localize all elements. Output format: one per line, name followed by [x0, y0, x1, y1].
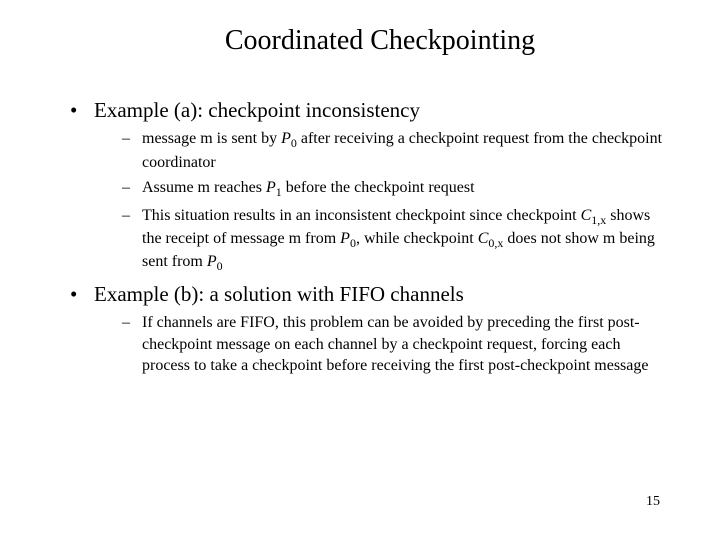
math-symbol: C: [478, 230, 489, 247]
sub-list-a: message m is sent by P0 after receiving …: [94, 128, 670, 274]
slide-title: Coordinated Checkpointing: [90, 25, 670, 57]
math-symbol: P: [207, 253, 217, 270]
sub-text: This situation results in an inconsisten…: [142, 207, 581, 224]
sub-text: Assume m reaches: [142, 179, 266, 196]
sub-text: message m is sent by: [142, 130, 281, 147]
sub-item-a1: message m is sent by P0 after receiving …: [122, 128, 670, 173]
sub-item-b1: If channels are FIFO, this problem can b…: [122, 312, 670, 377]
sub-item-a2: Assume m reaches P1 before the checkpoin…: [122, 177, 670, 200]
sub-text: , while checkpoint: [356, 230, 478, 247]
math-symbol: C: [581, 207, 592, 224]
bullet-label-pre: Example (a): [94, 98, 197, 122]
bullet-label-pre: Example (b): [94, 282, 198, 306]
math-symbol: P: [281, 130, 291, 147]
sub-item-a3: This situation results in an inconsisten…: [122, 205, 670, 275]
math-symbol: P: [266, 179, 276, 196]
bullet-item-example-a: Example (a): checkpoint inconsistency me…: [70, 97, 670, 275]
sub-text: If channels are FIFO, this problem can b…: [142, 314, 648, 374]
bullet-label-post: : a solution with FIFO channels: [198, 282, 463, 306]
subscript: 0: [217, 260, 223, 274]
subscript: 0,x: [488, 236, 503, 250]
math-symbol: P: [340, 230, 350, 247]
bullet-list: Example (a): checkpoint inconsistency me…: [50, 97, 670, 377]
sub-list-b: If channels are FIFO, this problem can b…: [94, 312, 670, 377]
subscript: 1,x: [591, 213, 606, 227]
sub-text: before the checkpoint request: [282, 179, 475, 196]
page-number: 15: [646, 494, 660, 510]
bullet-item-example-b: Example (b): a solution with FIFO channe…: [70, 281, 670, 377]
bullet-label-post: : checkpoint inconsistency: [197, 98, 420, 122]
